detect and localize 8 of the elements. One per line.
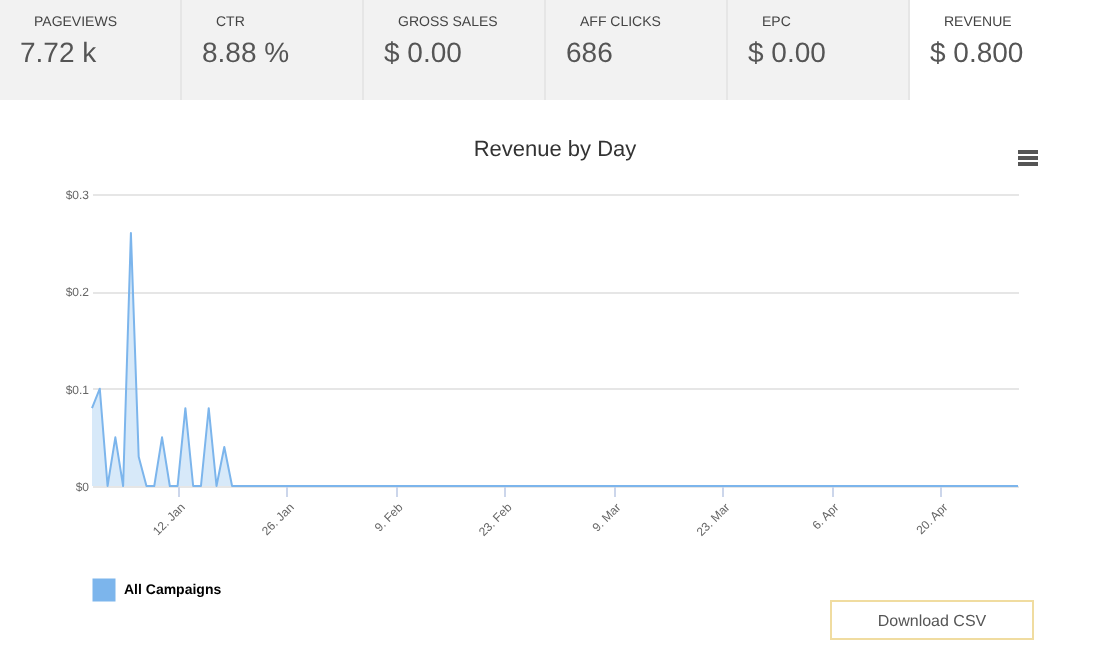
text: 8.88 % [202, 36, 292, 68]
download-button: Download CSV [830, 600, 1034, 640]
text: 7.72 k [20, 36, 99, 68]
text: $ 0.00 [384, 36, 464, 68]
chart-title: Revenue by Day [473, 138, 638, 162]
text: 686 [566, 36, 615, 68]
text: $ 0.00 [748, 36, 828, 68]
text: $ 0.800 [930, 36, 1026, 68]
